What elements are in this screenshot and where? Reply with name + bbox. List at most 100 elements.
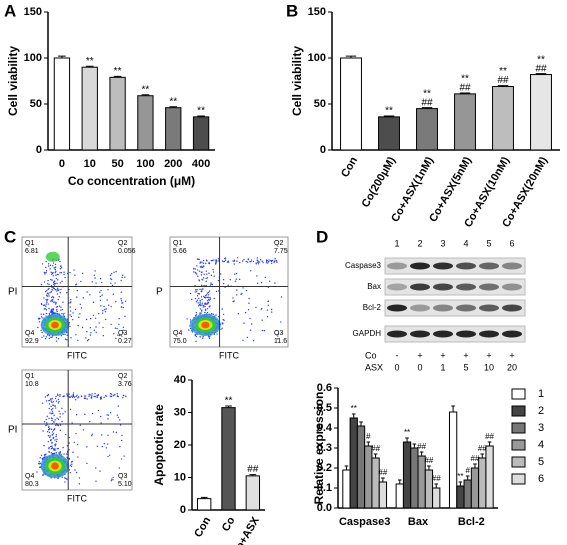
dot [95,331,97,334]
significance-label: ** [197,106,205,117]
dot [40,454,43,457]
dot [239,261,241,264]
dot [120,306,123,308]
dot [119,419,121,421]
blot-row-label: GAPDH [353,329,382,338]
dot [266,309,269,311]
dot [47,263,50,265]
dot [60,309,62,311]
quadrant-name: Q1 [173,240,182,247]
dot [74,308,77,311]
dot [208,296,210,299]
dot [77,325,79,327]
dot [92,301,95,304]
dot [75,283,78,285]
dot [59,429,62,432]
dot [47,279,49,282]
dot [91,412,94,415]
dot [52,412,54,414]
error-bar [451,405,455,412]
dot [48,307,50,310]
dot [63,273,65,276]
dot [118,334,121,337]
dot [241,260,244,262]
dot [56,273,59,276]
dot [99,415,102,418]
dot [70,299,72,301]
dot [116,327,118,330]
dot [68,442,70,444]
dot [122,394,125,397]
dot [51,289,53,291]
dot [211,312,213,315]
dot [77,339,79,342]
dot [124,315,126,318]
dot [118,467,121,469]
dot [49,435,51,437]
dot [262,261,264,264]
x-tick-label: Co [220,515,238,534]
x-axis-label: FITC [219,350,239,360]
dot [216,260,218,262]
dot [206,308,209,310]
dot [59,395,61,397]
dot [50,291,53,293]
dot [84,413,86,416]
dot [110,273,113,275]
error-bar [434,483,439,488]
condition-value: + [463,350,468,360]
legend-label: 2 [538,405,544,417]
dot [106,414,108,416]
dot [52,262,55,264]
dot [49,311,51,313]
dot [52,265,54,267]
error-bar [85,65,94,68]
dot [222,323,224,325]
dot [257,263,260,265]
dot [121,434,123,437]
dot [46,283,49,285]
x-tick-label: Caspase3 [339,516,390,528]
dot [99,277,102,280]
dot [268,259,270,261]
dot [120,298,122,300]
bar [137,95,154,151]
dot [206,260,208,262]
dot [71,463,73,465]
dot [62,301,64,303]
dot [277,338,279,340]
dot [53,449,56,451]
significance-label: ## [371,444,380,453]
legend-label: 5 [538,456,544,468]
dot [257,261,259,263]
dot [71,422,73,424]
blot-row-label: Caspase3 [345,261,382,270]
dot [100,396,103,398]
dot [37,462,40,465]
dot [59,272,61,274]
dot [70,315,73,318]
dot [199,300,201,302]
dot [270,308,273,311]
dot [195,311,198,314]
x-tick-label: Bax [408,516,429,528]
bar [395,483,404,509]
dot [238,278,241,281]
dot [200,271,203,274]
dot [47,441,49,443]
dot [205,296,207,299]
dot [51,445,53,447]
dot [73,269,75,271]
x-axis-label: FITC [67,350,87,360]
dot [98,312,100,315]
dot [54,303,57,305]
dot [51,279,53,281]
dot [114,327,117,329]
dot [51,442,53,444]
x-tick-label: 0 [59,158,65,170]
dot [201,261,203,263]
dot [60,267,63,269]
dot [122,326,125,328]
dot [215,262,217,264]
dot [261,260,263,262]
